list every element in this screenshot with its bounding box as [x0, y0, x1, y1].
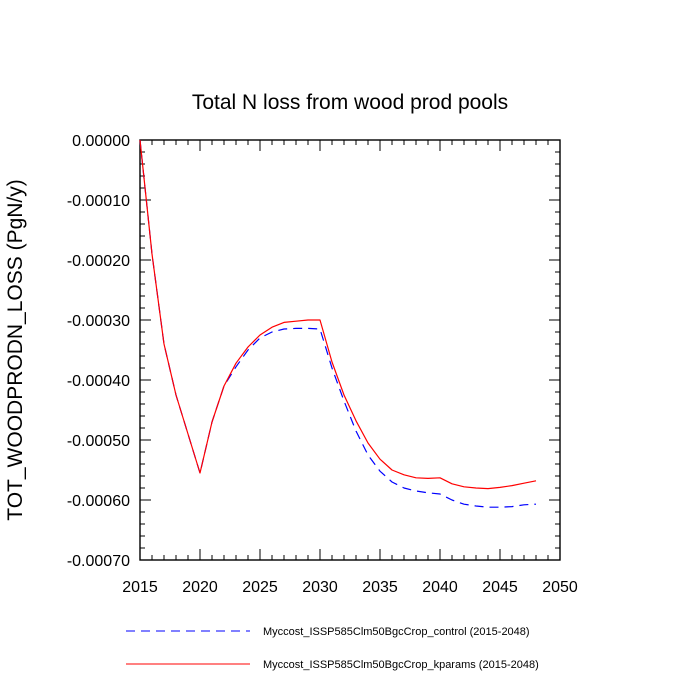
x-tick-label: 2045	[482, 579, 518, 596]
chart-title: Total N loss from wood prod pools	[192, 91, 508, 114]
axes: 2015 2020 2025 2030 2035 2040 2045 2050 0.00000 -…	[67, 133, 578, 596]
y-tick-label: -0.00050	[67, 433, 130, 450]
y-tick-label: -0.00010	[67, 193, 130, 210]
series-line-2	[139, 139, 537, 490]
x-tick-label: 2050	[542, 579, 578, 596]
y-tick-label: -0.00060	[67, 493, 130, 510]
y-tick-label: -0.00030	[67, 313, 130, 330]
x-tick-label: 2020	[182, 579, 218, 596]
x-tick-label: 2040	[422, 579, 458, 596]
plot-frame	[139, 139, 561, 561]
series-line-1	[139, 139, 537, 508]
y-axis-label: TOT_WOODPRODN_LOSS (PgN/y)	[4, 179, 27, 521]
y-tick-label: -0.00040	[67, 373, 130, 390]
x-tick-label: 2025	[242, 579, 278, 596]
y-tick-label: 0.00000	[72, 133, 130, 150]
y-tick-label: -0.00020	[67, 253, 130, 270]
x-tick-label: 2035	[362, 579, 398, 596]
x-tick-label: 2030	[302, 579, 338, 596]
legend-label-2: Myccost_ISSP585Clm50BgcCrop_kparams (201…	[263, 659, 539, 671]
legend: Myccost_ISSP585Clm50BgcCrop_control (201…	[126, 626, 539, 671]
y-tick-label: -0.00070	[67, 553, 130, 570]
series-lines	[139, 139, 537, 508]
legend-label-1: Myccost_ISSP585Clm50BgcCrop_control (201…	[263, 626, 530, 638]
x-tick-label: 2015	[122, 579, 158, 596]
